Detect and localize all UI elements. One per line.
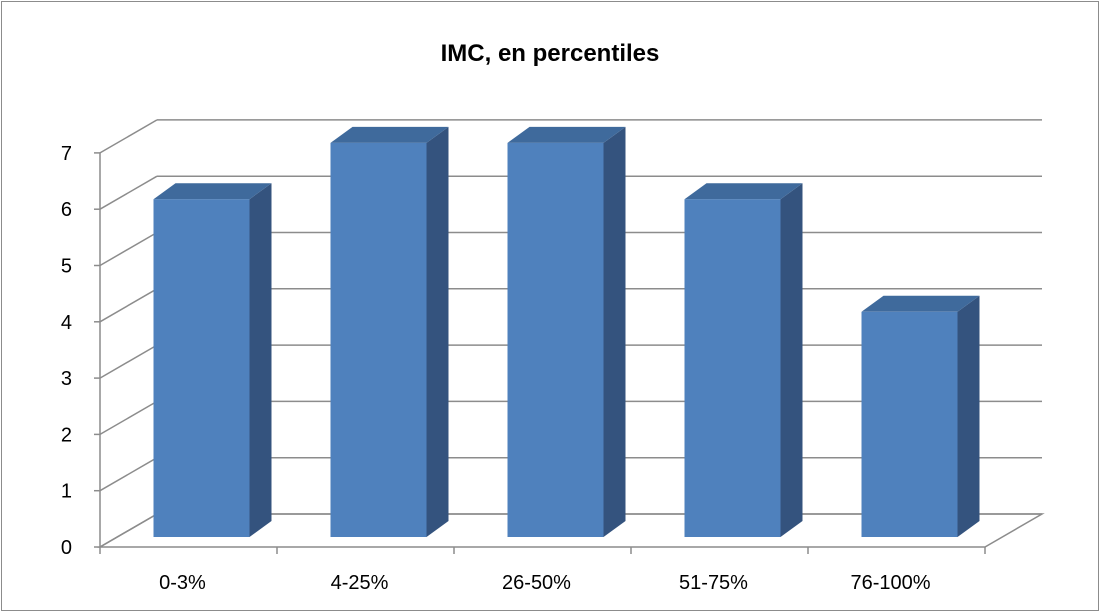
bar: [330, 142, 427, 537]
y-tick-label: 6: [61, 199, 72, 221]
bar-side-face: [603, 126, 626, 538]
bar-side-face: [957, 295, 980, 537]
bar-top-face: [330, 126, 449, 143]
side-wall-gridline: [99, 119, 158, 154]
bar-side-face: [249, 183, 272, 537]
x-tick-label: 26-50%: [502, 572, 571, 594]
bar-top-face: [684, 183, 803, 200]
y-tick-label: 7: [61, 143, 72, 165]
side-wall-gridline: [99, 344, 158, 379]
bar: [861, 311, 958, 537]
y-tick-label: 1: [61, 481, 72, 503]
y-tick-label: 3: [61, 368, 72, 390]
y-tick-label: 5: [61, 256, 72, 278]
bar-top-face: [861, 295, 980, 312]
side-wall-gridline: [99, 457, 158, 492]
chart-title: IMC, en percentiles: [440, 40, 660, 67]
x-tick-label: 0-3%: [159, 572, 206, 594]
y-tick-label: 4: [61, 312, 72, 334]
side-wall-gridline: [99, 400, 158, 436]
bar-top-face: [507, 126, 626, 143]
bar: [153, 199, 250, 537]
y-tick-label: 0: [61, 537, 72, 559]
bar: [684, 199, 781, 537]
y-tick-label: 2: [61, 424, 72, 446]
chart-floor: [97, 513, 1045, 548]
bar-side-face: [426, 126, 449, 538]
side-wall-gridline: [99, 231, 158, 267]
x-tick-label: 51-75%: [679, 572, 748, 594]
bar-side-face: [780, 183, 803, 537]
x-tick-label: 76-100%: [850, 572, 930, 594]
bar-top-face: [153, 183, 272, 200]
x-tick-label: 4-25%: [331, 572, 389, 594]
side-wall-gridline: [99, 288, 158, 323]
bar: [507, 142, 604, 537]
side-wall-gridline: [99, 175, 158, 210]
